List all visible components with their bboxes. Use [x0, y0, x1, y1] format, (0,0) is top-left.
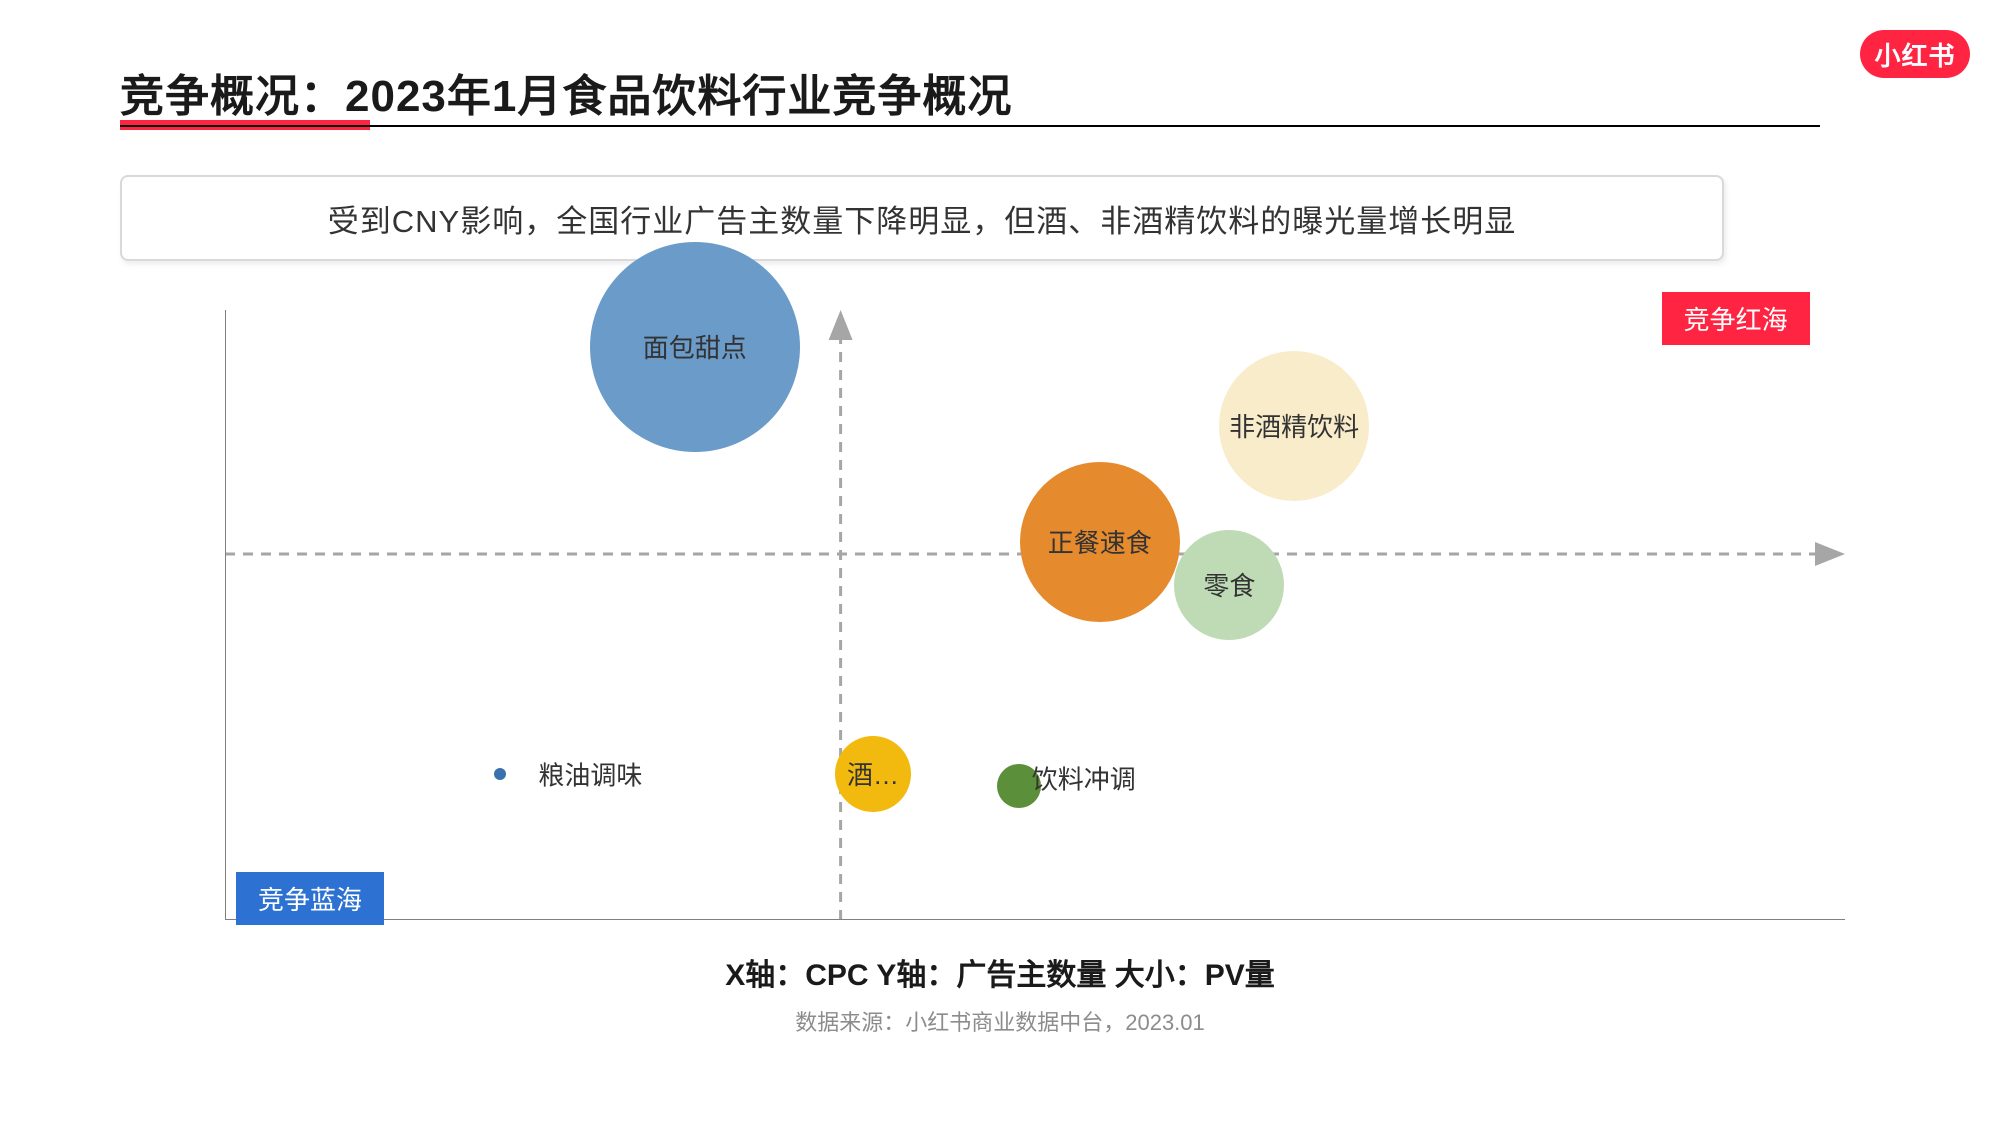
title-underline	[120, 125, 1820, 127]
quadrant-label-red-ocean: 竞争红海	[1662, 292, 1810, 345]
brand-logo-text: 小红书	[1874, 36, 1955, 73]
bubble-label-bevmix: 饮料冲调	[1032, 759, 1136, 796]
axis-caption: X轴：CPC Y轴：广告主数量 大小：PV量	[0, 950, 2000, 994]
page-title-wrap: 竞争概况：2023年1月食品饮料行业竞争概况	[120, 60, 1880, 124]
bubble-label-bakery: 面包甜点	[643, 328, 747, 365]
page-title: 竞争概况：2023年1月食品饮料行业竞争概况	[120, 72, 1012, 121]
bubble-label-snack: 零食	[1203, 566, 1255, 603]
data-source: 数据来源：小红书商业数据中台，2023.01	[0, 1005, 2000, 1037]
bubble-label-wine: 酒…	[847, 755, 899, 792]
bubble-nonalc: 非酒精饮料	[1219, 351, 1369, 501]
bubble-wine: 酒…	[835, 736, 911, 812]
bubble-label-grainoil: 粮油调味	[538, 755, 642, 792]
subtitle-text: 受到CNY影响，全国行业广告主数量下降明显，但酒、非酒精饮料的曝光量增长明显	[328, 196, 1516, 241]
bubble-snack: 零食	[1174, 530, 1284, 640]
quadrant-label-blue-ocean: 竞争蓝海	[236, 872, 384, 925]
bubble-grainoil	[494, 768, 506, 780]
bubble-meal: 正餐速食	[1020, 462, 1180, 622]
bubble-label-nonalc: 非酒精饮料	[1229, 407, 1359, 444]
chart-svg	[225, 310, 1845, 920]
bubble-label-meal: 正餐速食	[1048, 523, 1152, 560]
subtitle-box: 受到CNY影响，全国行业广告主数量下降明显，但酒、非酒精饮料的曝光量增长明显	[120, 175, 1724, 261]
bubble-bakery: 面包甜点	[590, 242, 800, 452]
bubble-quadrant-chart: 面包甜点正餐速食非酒精饮料零食酒…饮料冲调粮油调味竞争红海竞争蓝海	[225, 310, 1845, 920]
